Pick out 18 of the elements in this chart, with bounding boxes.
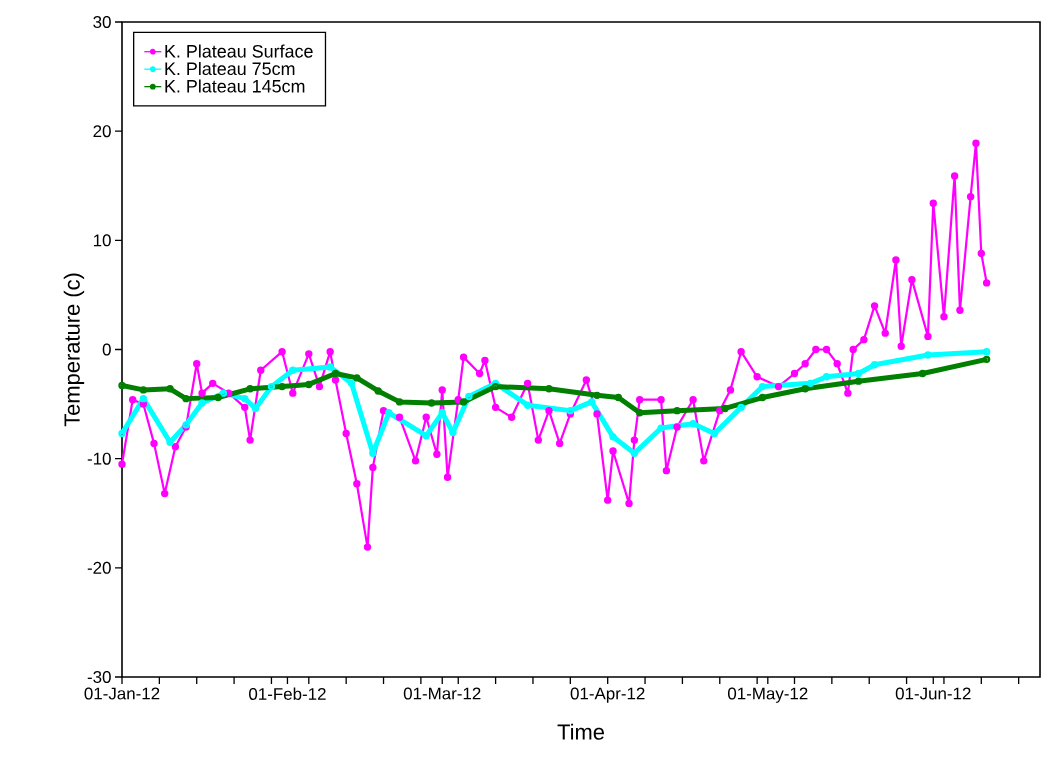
x-axis-title: Time <box>557 723 604 740</box>
x-tick-label: 01-May-12 <box>727 687 808 703</box>
y-tick-label: 10 <box>93 234 111 247</box>
y-tick-label: 0 <box>102 343 111 356</box>
y-tick-label: -10 <box>87 452 111 465</box>
x-tick-label: 01-Jan-12 <box>84 687 160 700</box>
legend-label: K. Plateau Surface <box>165 44 313 58</box>
legend-label: K. Plateau 145cm <box>165 79 305 93</box>
x-tick-label: 01-Feb-12 <box>249 687 326 700</box>
y-axis-title: Temperature (c) <box>63 273 85 427</box>
x-tick-label: 01-Jun-12 <box>895 687 971 700</box>
legend-label: K. Plateau 75cm <box>165 61 295 76</box>
x-tick-label: 01-Mar-12 <box>403 687 481 700</box>
y-tick-label: -20 <box>87 561 111 574</box>
y-tick-label: -30 <box>87 671 111 683</box>
y-tick-label: 20 <box>93 125 111 138</box>
x-tick-label: 01-Apr-12 <box>570 687 645 703</box>
y-tick-label: 30 <box>93 16 111 28</box>
